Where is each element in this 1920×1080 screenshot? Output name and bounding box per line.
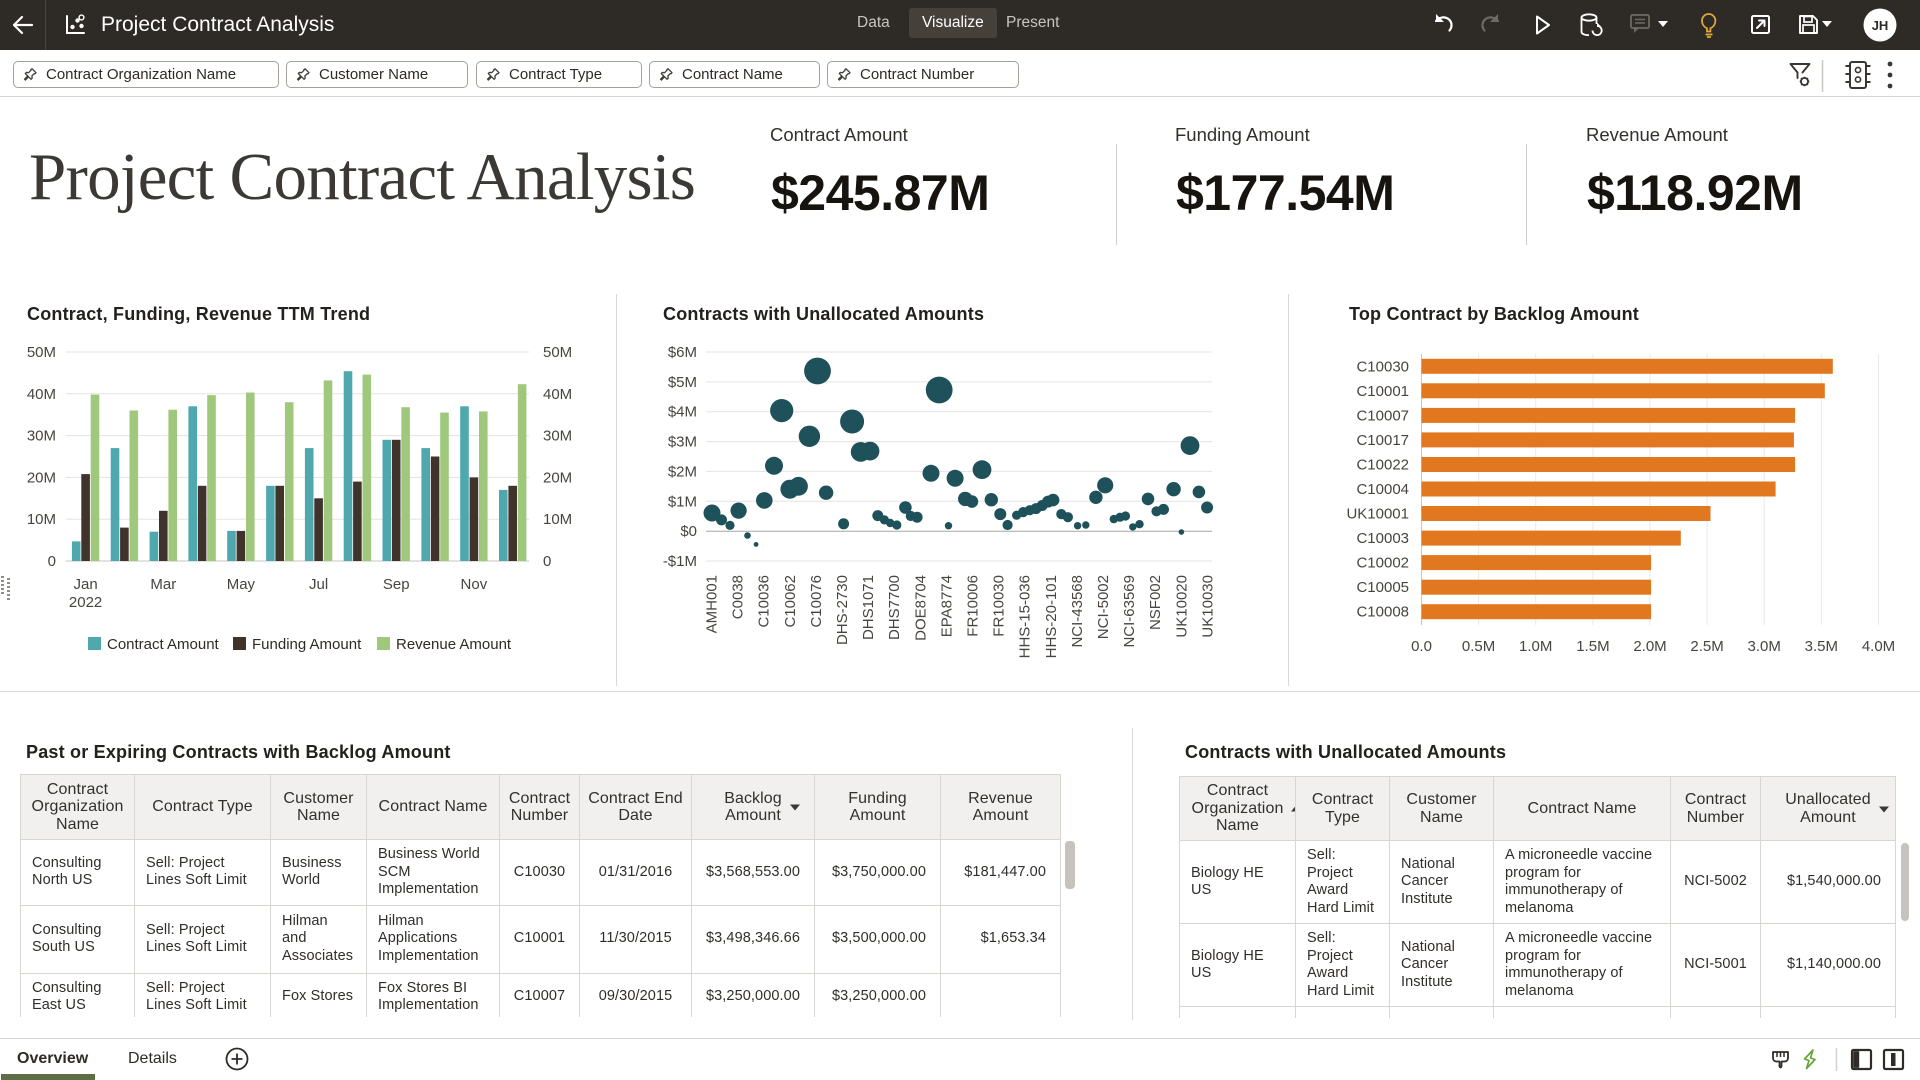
svg-text:50M: 50M — [543, 344, 572, 361]
svg-text:HHS-20-101: HHS-20-101 — [1043, 575, 1060, 658]
svg-text:1.0M: 1.0M — [1519, 638, 1552, 655]
svg-text:40M: 40M — [543, 386, 572, 403]
svg-text:30M: 30M — [27, 428, 56, 445]
svg-text:40M: 40M — [27, 386, 56, 403]
svg-text:$4M: $4M — [668, 404, 697, 421]
svg-text:1.5M: 1.5M — [1576, 638, 1609, 655]
svg-text:C10062: C10062 — [782, 575, 799, 628]
svg-text:3.5M: 3.5M — [1805, 638, 1838, 655]
svg-text:Sep: Sep — [383, 576, 410, 593]
svg-text:2.0M: 2.0M — [1633, 638, 1666, 655]
svg-text:Funding Amount: Funding Amount — [252, 636, 362, 653]
svg-text:50M: 50M — [27, 344, 56, 361]
svg-text:Mar: Mar — [150, 576, 176, 593]
svg-text:0: 0 — [543, 553, 551, 570]
svg-text:FR10030: FR10030 — [991, 575, 1008, 637]
svg-text:C10007: C10007 — [1356, 407, 1409, 424]
svg-text:Nov: Nov — [461, 576, 488, 593]
svg-text:NSF002: NSF002 — [1147, 575, 1164, 630]
svg-text:C10076: C10076 — [808, 575, 825, 628]
svg-text:UK10030: UK10030 — [1199, 575, 1216, 638]
svg-text:$3M: $3M — [668, 434, 697, 451]
svg-text:10M: 10M — [543, 511, 572, 528]
svg-text:NCI-5002: NCI-5002 — [1095, 575, 1112, 639]
svg-text:Jan: Jan — [74, 576, 98, 593]
svg-text:0: 0 — [48, 553, 56, 570]
svg-text:UK10001: UK10001 — [1346, 506, 1409, 523]
svg-text:10M: 10M — [27, 511, 56, 528]
svg-text:C10017: C10017 — [1356, 432, 1409, 449]
svg-text:C10003: C10003 — [1356, 530, 1409, 547]
svg-text:2.5M: 2.5M — [1690, 638, 1723, 655]
svg-text:May: May — [227, 576, 256, 593]
svg-text:C10008: C10008 — [1356, 604, 1409, 621]
svg-text:$6M: $6M — [668, 344, 697, 361]
svg-text:C10004: C10004 — [1356, 481, 1409, 498]
svg-text:NCI-63569: NCI-63569 — [1121, 575, 1138, 648]
svg-text:DHS7700: DHS7700 — [886, 575, 903, 640]
svg-text:DHS-2730: DHS-2730 — [834, 575, 851, 645]
svg-text:C10005: C10005 — [1356, 579, 1409, 596]
svg-text:0.5M: 0.5M — [1462, 638, 1495, 655]
svg-text:EPA8774: EPA8774 — [938, 575, 955, 637]
svg-text:C10036: C10036 — [756, 575, 773, 628]
svg-text:3.0M: 3.0M — [1748, 638, 1781, 655]
svg-text:HHS-15-036: HHS-15-036 — [1017, 575, 1034, 658]
svg-text:AMH001: AMH001 — [704, 575, 721, 633]
svg-text:$1M: $1M — [668, 493, 697, 510]
svg-text:NCI-43568: NCI-43568 — [1069, 575, 1086, 648]
svg-text:C0038: C0038 — [730, 575, 747, 619]
svg-text:20M: 20M — [543, 469, 572, 486]
svg-text:-$1M: -$1M — [663, 553, 697, 570]
svg-text:$2M: $2M — [668, 463, 697, 480]
svg-text:Jul: Jul — [309, 576, 328, 593]
svg-text:20M: 20M — [27, 469, 56, 486]
svg-text:C10022: C10022 — [1356, 457, 1409, 474]
svg-text:JH: JH — [1872, 18, 1889, 33]
svg-text:DOE8704: DOE8704 — [912, 575, 929, 641]
svg-text:Contract Amount: Contract Amount — [107, 636, 220, 653]
svg-text:30M: 30M — [543, 428, 572, 445]
svg-text:FR10006: FR10006 — [965, 575, 982, 637]
svg-text:DHS1071: DHS1071 — [860, 575, 877, 640]
svg-text:Revenue Amount: Revenue Amount — [396, 636, 512, 653]
svg-text:C10001: C10001 — [1356, 383, 1409, 400]
svg-text:4.0M: 4.0M — [1862, 638, 1895, 655]
svg-text:$0: $0 — [680, 523, 697, 540]
svg-text:C10030: C10030 — [1356, 358, 1409, 375]
svg-text:C10002: C10002 — [1356, 555, 1409, 572]
svg-text:UK10020: UK10020 — [1173, 575, 1190, 638]
svg-text:0.0: 0.0 — [1411, 638, 1432, 655]
svg-text:2022: 2022 — [69, 594, 102, 611]
svg-text:$5M: $5M — [668, 374, 697, 391]
